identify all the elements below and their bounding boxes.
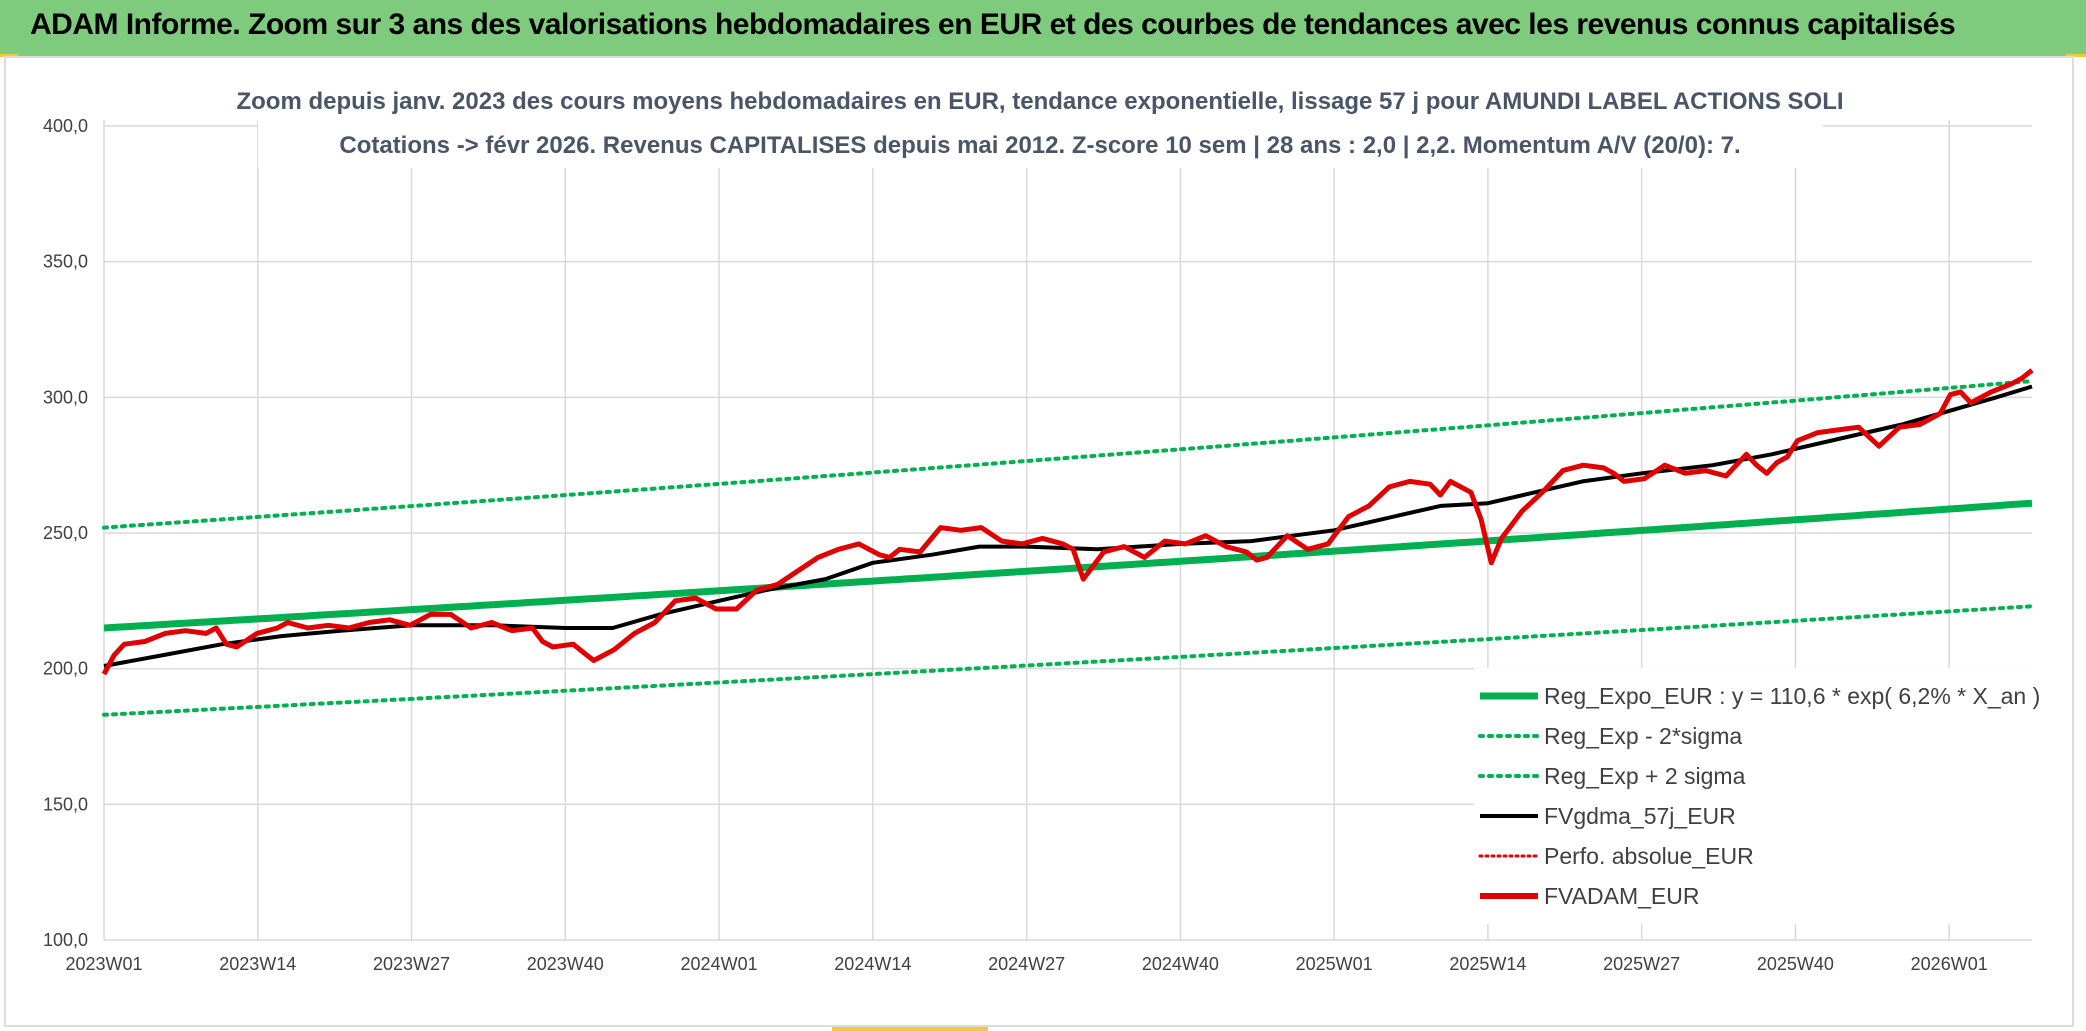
chart-title-line-1: Zoom depuis janv. 2023 des cours moyens … [236,88,1843,115]
chart-title-layer: Zoom depuis janv. 2023 des cours moyens … [236,80,1844,168]
axis-layer: 100,0 150,0 200,0 250,0 300,0 350,0 400,0 2023W… [43,116,1988,974]
legend-background [1474,668,2034,924]
x-tick-label: 2024W27 [988,954,1065,974]
y-tick-label: 150,0 [43,794,88,814]
x-tick-label: 2026W01 [1911,954,1988,974]
report-header: ADAM Informe. Zoom sur 3 ans des valoris… [0,0,2086,56]
y-tick-label: 400,0 [43,116,88,136]
bottom-marker [832,1027,988,1031]
series-reg-expo [103,499,2033,632]
chart-title-background [258,80,1823,168]
legend-label: Reg_Exp - 2*sigma [1544,723,1742,749]
x-tick-label: 2025W27 [1603,954,1680,974]
x-tick-label: 2023W27 [373,954,450,974]
series-fvadam [101,368,2034,676]
chart-title-line-2: Cotations -> févr 2026. Revenus CAPITALI… [339,132,1740,159]
series-reg-exp-minus-2sigma [102,604,2034,717]
y-tick-label: 250,0 [43,523,88,543]
corner-marker-right [2066,54,2086,57]
x-tick-label: 2024W40 [1142,954,1219,974]
y-tick-label: 200,0 [43,659,88,679]
series-layer [101,368,2034,717]
x-tick-label: 2024W01 [681,954,758,974]
x-tick-label: 2025W01 [1296,954,1373,974]
legend-label: FVADAM_EUR [1544,883,1700,909]
corner-marker-left [0,54,18,57]
report-title: ADAM Informe. Zoom sur 3 ans des valoris… [30,8,1956,41]
y-tick-label: 350,0 [43,252,88,272]
legend-label: Reg_Expo_EUR : y = 110,6 * exp( 6,2% * X… [1544,683,2040,709]
x-tick-label: 2024W14 [834,954,911,974]
legend-label: Reg_Exp + 2 sigma [1544,763,1746,789]
y-tick-label: 300,0 [43,387,88,407]
legend-label: FVgdma_57j_EUR [1544,803,1736,829]
x-tick-label: 2023W14 [219,954,296,974]
y-tick-label: 100,0 [43,930,88,950]
legend: Reg_Expo_EUR : y = 110,6 * exp( 6,2% * X… [1474,668,2040,924]
x-tick-label: 2025W40 [1757,954,1834,974]
x-tick-label: 2025W14 [1449,954,1526,974]
x-tick-label: 2023W01 [65,954,142,974]
legend-label: Perfo. absolue_EUR [1544,843,1754,869]
x-tick-label: 2023W40 [527,954,604,974]
series-reg-exp-plus-2sigma [102,379,2034,530]
